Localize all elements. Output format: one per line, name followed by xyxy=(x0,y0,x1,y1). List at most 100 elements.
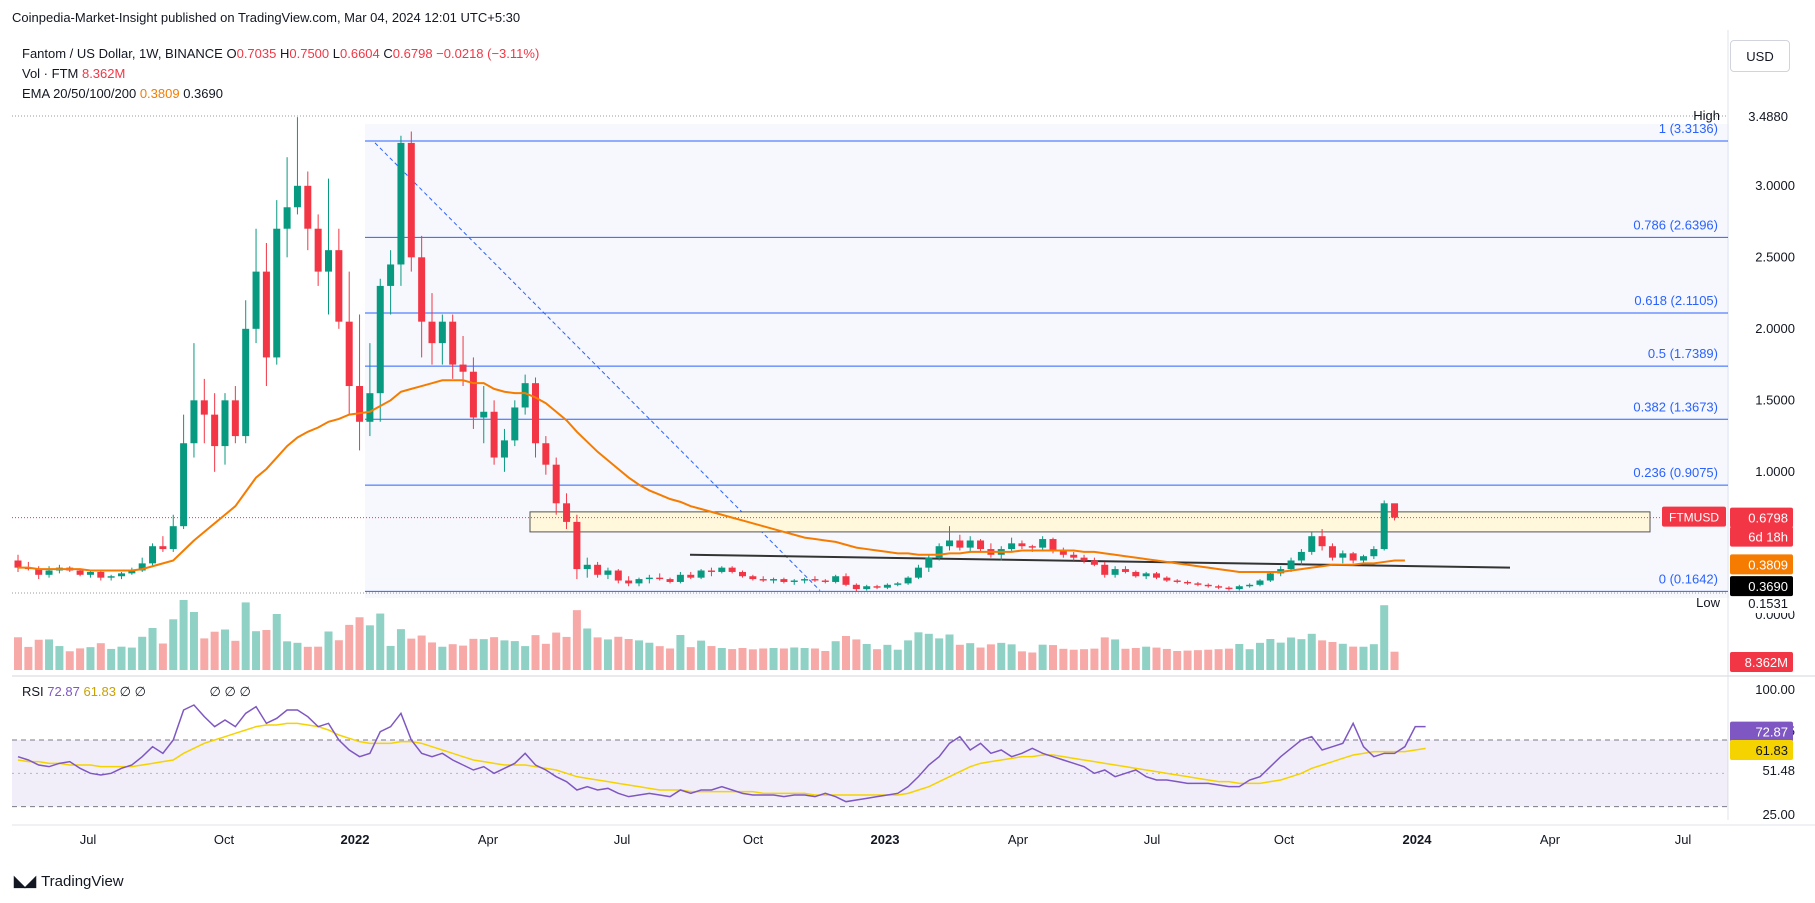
candle-body xyxy=(252,271,260,329)
time-tick-label: 2024 xyxy=(1403,832,1433,847)
candle-body xyxy=(1204,584,1212,587)
volume-bar xyxy=(1152,647,1161,670)
volume-bar xyxy=(1266,639,1275,670)
volume-bar xyxy=(1028,652,1037,670)
tradingview-footer[interactable]: ◣◢ TradingView xyxy=(14,872,124,891)
volume-bar xyxy=(666,648,675,670)
volume-bar xyxy=(241,602,250,670)
candle-body xyxy=(1142,573,1150,577)
volume-bar xyxy=(790,647,799,670)
volume-tag: 8.362M xyxy=(1745,655,1788,670)
candle-body xyxy=(583,564,591,570)
change-value: −0.0218 (−3.11%) xyxy=(436,46,540,61)
volume-bar xyxy=(676,634,685,670)
candle-body xyxy=(76,570,84,575)
volume-bar xyxy=(438,646,447,670)
candle-body xyxy=(1028,546,1036,548)
candle-body xyxy=(728,567,736,572)
candle-body xyxy=(366,393,374,422)
ema2-tag-bg xyxy=(1730,576,1793,597)
volume-bar xyxy=(1193,650,1202,670)
rsi-value: 72.87 xyxy=(47,684,80,699)
candle-body xyxy=(542,443,550,465)
candle-body xyxy=(180,443,188,527)
volume-bar xyxy=(283,641,292,670)
candle-body xyxy=(283,207,291,229)
volume-bar xyxy=(1338,643,1347,670)
high-value: 0.7500 xyxy=(289,46,330,61)
volume-bar xyxy=(1100,637,1109,670)
fib-level-label: 1 (3.3136) xyxy=(1659,121,1718,136)
fib-level-label: 0 (0.1642) xyxy=(1659,571,1718,586)
volume-bar xyxy=(572,610,581,670)
candle-body xyxy=(407,142,415,258)
volume-bar xyxy=(707,646,716,670)
volume-bar xyxy=(645,642,654,670)
rsi-ma-line xyxy=(17,722,1426,796)
candle-body xyxy=(387,264,395,286)
volume-bar xyxy=(1297,639,1306,670)
candle-body xyxy=(190,400,198,444)
last-price-tag-bg xyxy=(1730,507,1793,528)
candle-body xyxy=(894,583,902,585)
volume-bar xyxy=(552,632,561,670)
volume-bar xyxy=(469,638,478,670)
footer-brand: TradingView xyxy=(41,872,124,890)
candle-body xyxy=(1163,577,1171,581)
candle-body xyxy=(656,577,664,580)
candle-body xyxy=(966,540,974,548)
candle-body xyxy=(428,321,436,344)
candle-body xyxy=(14,560,22,568)
volume-bar xyxy=(810,648,819,670)
volume-bar xyxy=(459,645,468,670)
candle-body xyxy=(211,414,219,447)
volume-bar xyxy=(386,645,395,670)
rsi-legend: RSI 72.87 61.83 ∅ ∅ ∅ ∅ ∅ xyxy=(22,684,251,699)
candle-body xyxy=(86,571,94,575)
volume-bar xyxy=(293,642,302,670)
candle-body xyxy=(739,571,746,577)
volume-bar xyxy=(831,641,840,670)
volume-bar xyxy=(55,646,64,670)
candle-body xyxy=(1018,543,1026,547)
time-tick-label: Apr xyxy=(1008,832,1029,847)
volume-bar xyxy=(1328,642,1337,670)
price-tick-label: 1.0000 xyxy=(1755,464,1795,479)
candle-body xyxy=(418,257,426,322)
volume-bar xyxy=(686,647,695,670)
candle-body xyxy=(832,576,840,582)
candle-body xyxy=(356,386,364,422)
volume-bar xyxy=(1369,644,1378,670)
volume-bar xyxy=(914,632,923,670)
volume-bar xyxy=(428,642,436,670)
volume-bar xyxy=(34,639,43,670)
candle-body xyxy=(1266,573,1274,581)
time-tick-label: Oct xyxy=(743,832,764,847)
candle-body xyxy=(1039,539,1047,548)
tradingview-logo-icon: ◣◢ xyxy=(14,873,36,890)
candle-body xyxy=(1287,560,1295,570)
volume-bar xyxy=(396,629,405,670)
time-tick-label: 2023 xyxy=(871,832,900,847)
volume-bar xyxy=(1162,648,1171,670)
volume-bar xyxy=(417,635,426,670)
volume-bar xyxy=(355,617,364,670)
candle-body xyxy=(138,563,146,571)
volume-bar xyxy=(521,646,530,670)
volume-bar xyxy=(76,648,85,670)
high-label: High xyxy=(1693,108,1720,123)
volume-bar xyxy=(904,640,913,670)
candle-body xyxy=(687,574,695,578)
candle-body xyxy=(1297,551,1305,561)
volume-bar xyxy=(448,644,457,670)
candle-body xyxy=(707,570,715,572)
currency-button[interactable]: USD xyxy=(1730,40,1790,72)
support-line xyxy=(689,553,1511,569)
volume-bar xyxy=(976,647,985,670)
volume-bar xyxy=(262,630,271,670)
time-tick-label: 2022 xyxy=(341,832,370,847)
ema-tag-bg xyxy=(1730,554,1793,575)
candle-body xyxy=(946,540,953,547)
candle-body xyxy=(490,411,498,458)
